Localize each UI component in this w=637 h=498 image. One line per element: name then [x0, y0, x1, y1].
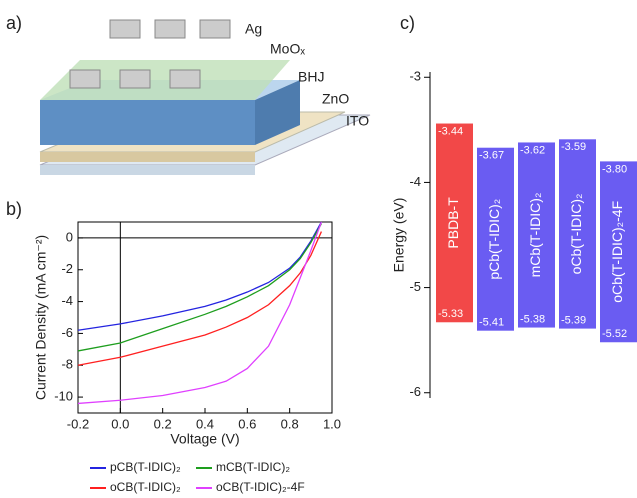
layer-label: ITO	[346, 113, 369, 129]
panel-label: b)	[6, 199, 22, 219]
x-tick-label: 0.4	[196, 416, 214, 431]
value-label: -5.33	[438, 308, 463, 320]
y-axis-label: Energy (eV)	[391, 198, 407, 273]
y-tick-label: -3	[409, 69, 421, 84]
y-tick-label: -8	[61, 357, 73, 372]
device-schematic	[39, 19, 371, 175]
x-axis-label: Voltage (V)	[170, 431, 239, 447]
legend-label: pCB(T-IDIC)₂	[110, 460, 181, 474]
layer-label: MoOₓ	[270, 41, 305, 57]
series-line	[77, 221, 322, 331]
bar	[436, 123, 473, 323]
y-tick-label: -6	[409, 384, 421, 399]
y-tick-label: -10	[54, 389, 73, 404]
bar	[477, 147, 514, 331]
panel-label: c)	[400, 13, 415, 33]
panel-label: a)	[6, 13, 22, 33]
bar	[600, 161, 637, 343]
category-label: mCb(T-IDIC)₂	[527, 193, 543, 278]
y-axis-label: Current Density (mA cm⁻²)	[33, 235, 49, 400]
value-label: -3.59	[561, 141, 586, 153]
bar	[518, 142, 555, 328]
layer-label: ZnO	[322, 91, 349, 107]
series-line	[77, 223, 322, 352]
value-label: -5.38	[520, 313, 545, 325]
category-label: oCb(T-IDIC)₂-4F	[609, 201, 625, 303]
y-tick-label: 0	[66, 229, 73, 244]
x-tick-label: 0.6	[238, 416, 256, 431]
series-line	[77, 221, 323, 405]
category-label: PBDB-T	[445, 197, 461, 249]
value-label: -3.67	[479, 150, 504, 162]
value-label: -3.44	[438, 125, 463, 137]
value-label: -3.80	[602, 163, 627, 175]
category-label: oCb(T-IDIC)₂	[568, 194, 584, 275]
legend-label: mCB(T-IDIC)₂	[216, 460, 290, 474]
layer-label: BHJ	[298, 69, 324, 85]
x-tick-label: 1.0	[323, 416, 341, 431]
y-tick-label: -6	[61, 325, 73, 340]
value-label: -3.62	[520, 144, 545, 156]
plot-frame	[77, 221, 333, 414]
series-line	[77, 231, 323, 366]
legend-label: oCB(T-IDIC)₂-4F	[216, 480, 305, 494]
x-tick-label: -0.2	[67, 416, 89, 431]
legend-label: oCB(T-IDIC)₂	[110, 480, 181, 494]
y-tick-label: -4	[61, 293, 73, 308]
bar	[559, 139, 596, 329]
value-label: -5.41	[479, 317, 504, 329]
x-tick-label: 0.0	[111, 416, 129, 431]
y-tick-label: -4	[409, 174, 421, 189]
x-tick-label: 0.2	[154, 416, 172, 431]
layer-label: Ag	[245, 21, 262, 37]
y-tick-label: -5	[409, 279, 421, 294]
value-label: -5.52	[602, 328, 627, 340]
y-tick-label: -2	[61, 261, 73, 276]
x-tick-label: 0.8	[281, 416, 299, 431]
category-label: pCb(T-IDIC)₂	[486, 199, 502, 280]
value-label: -5.39	[561, 314, 586, 326]
